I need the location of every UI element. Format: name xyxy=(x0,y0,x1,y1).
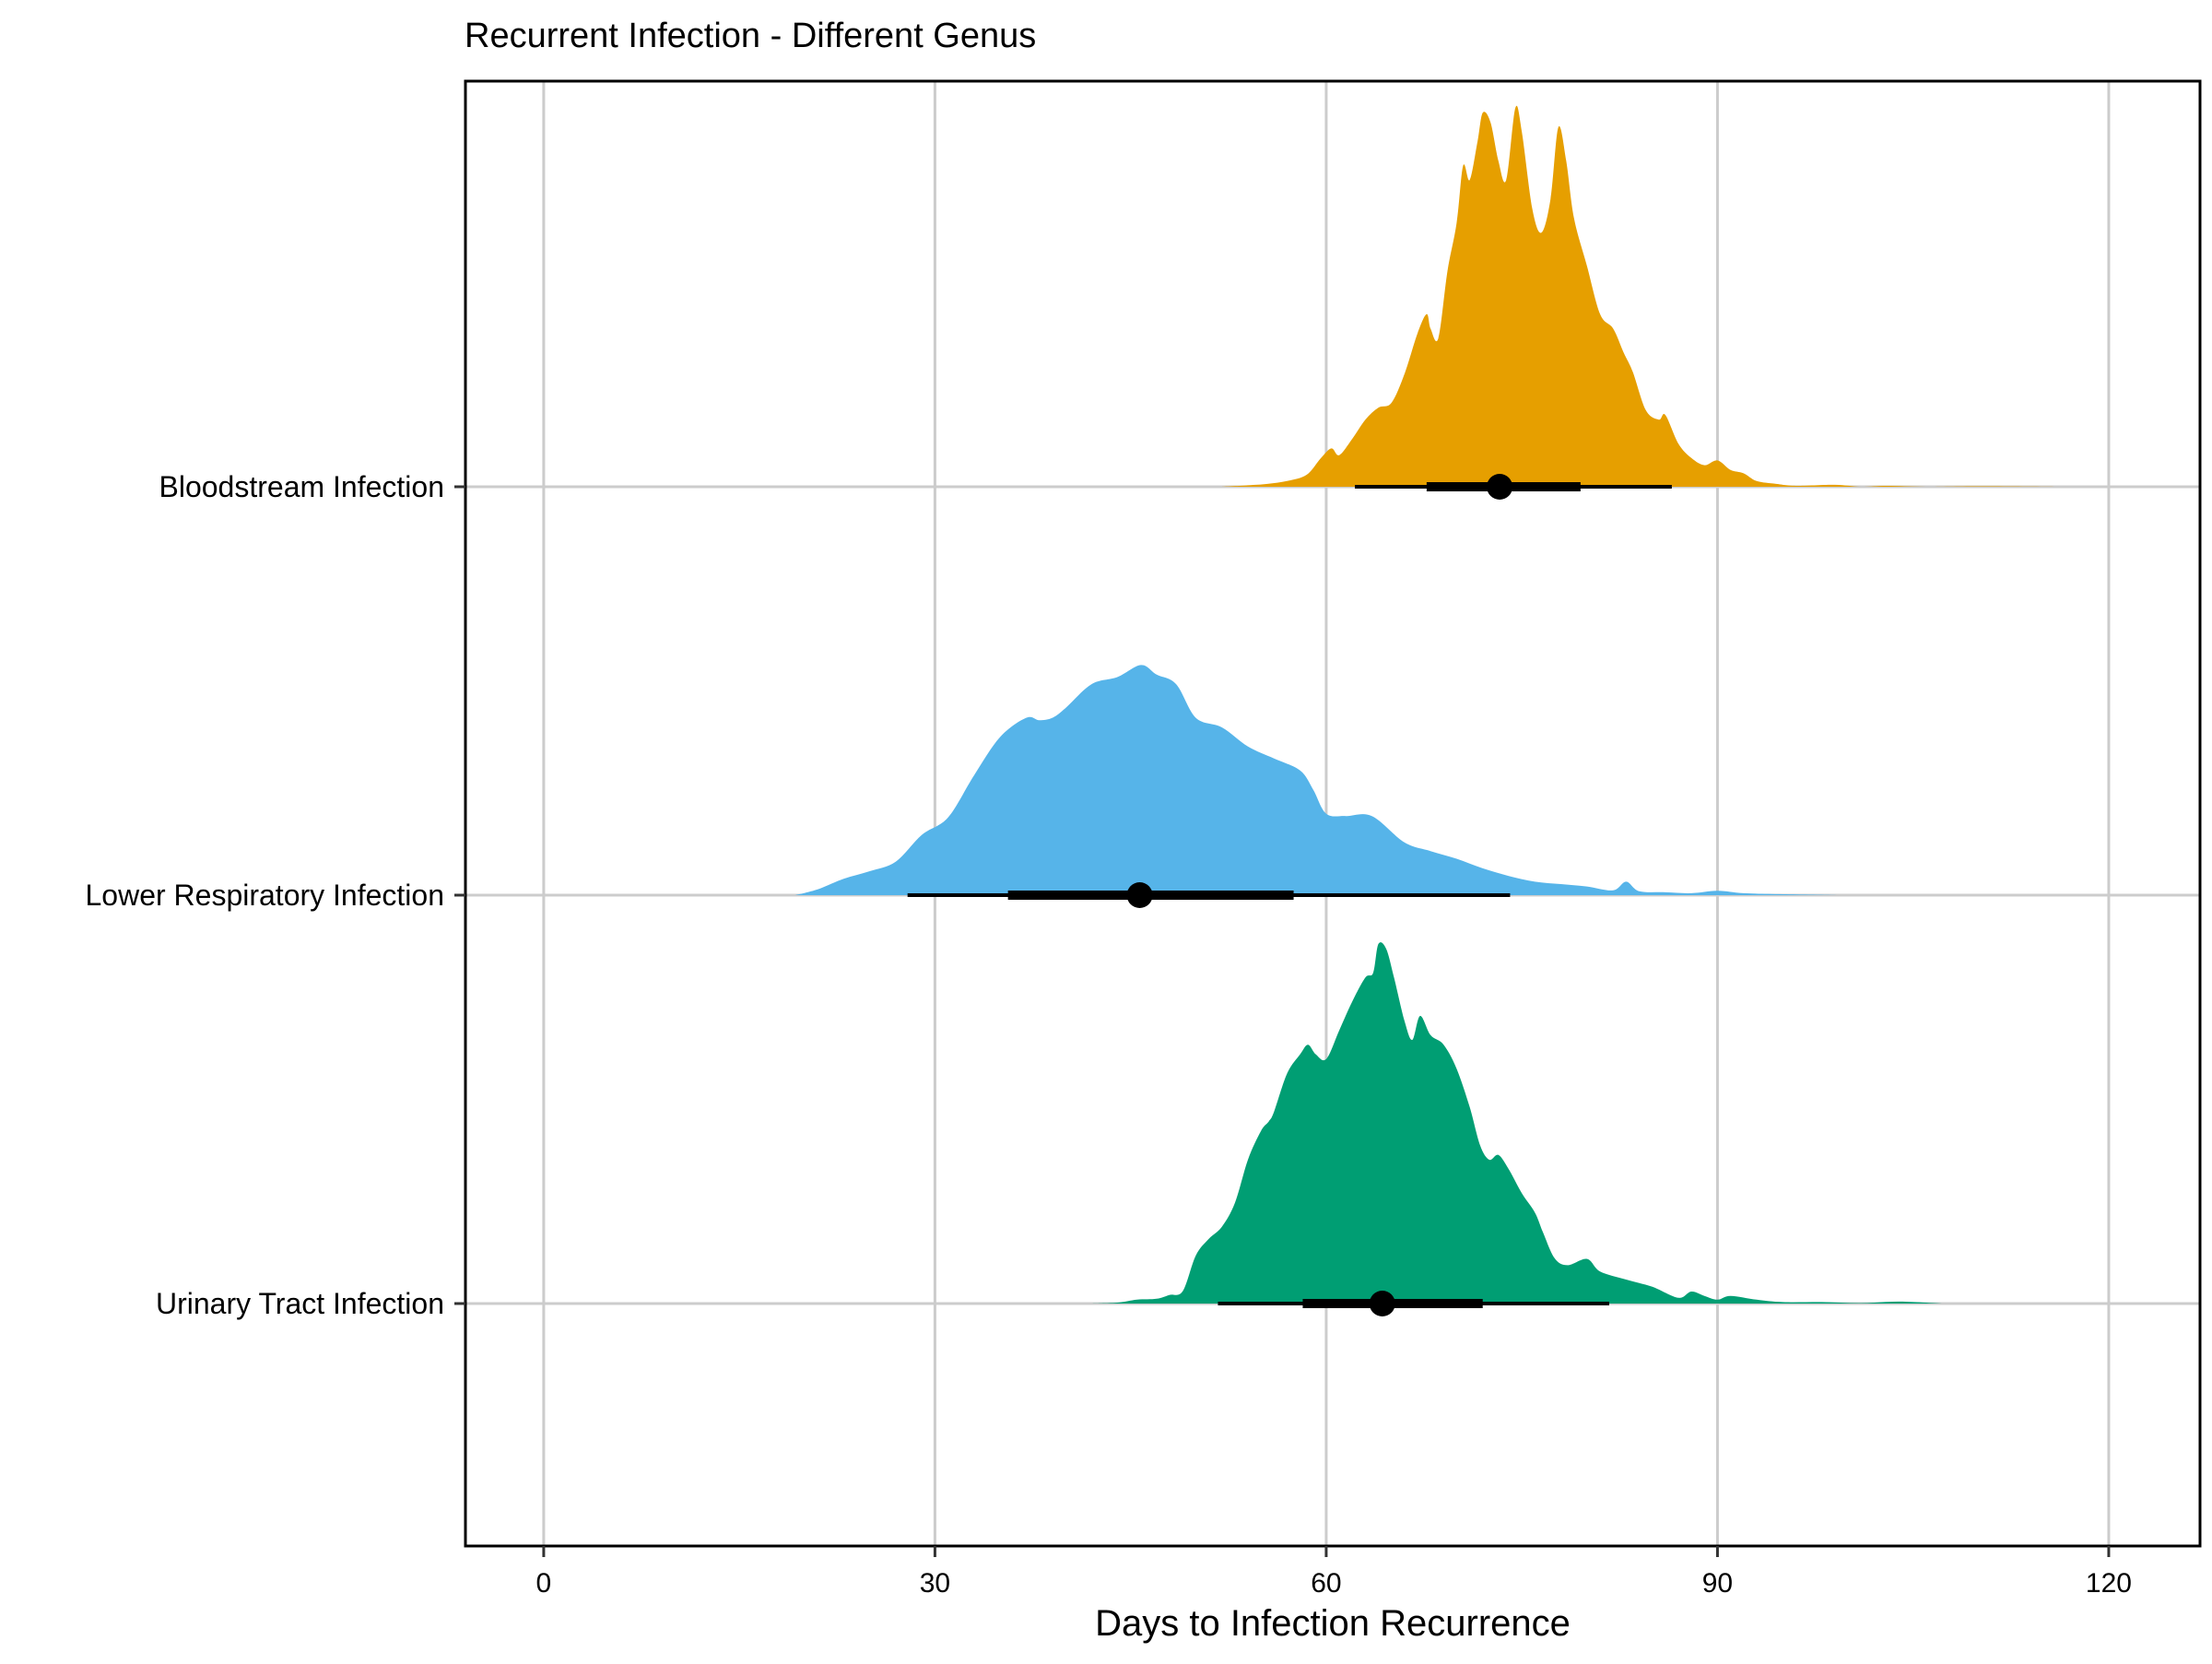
x-tick-label: 30 xyxy=(920,1568,950,1599)
x-axis-label: Days to Infection Recurrence xyxy=(1095,1603,1571,1644)
x-tick-label: 60 xyxy=(1311,1568,1341,1599)
y-tick-label: Lower Respiratory Infection xyxy=(85,879,444,912)
axis-layer: 0 30 60 90 120 Bloodstream Infection Lower Res… xyxy=(85,470,2131,1599)
y-tick-label: Bloodstream Infection xyxy=(159,470,445,503)
density-ridge-urinary-tract-infection xyxy=(1091,942,1942,1304)
point-estimate xyxy=(1126,882,1153,908)
intervals-layer xyxy=(907,474,1672,1316)
density-ridge-bloodstream-infection xyxy=(1221,105,2057,487)
chart-title: Recurrent Infection - Different Genus xyxy=(465,17,1036,55)
point-estimate xyxy=(1369,1291,1395,1316)
x-tick-label: 120 xyxy=(2086,1568,2132,1599)
plot-panel-border xyxy=(464,79,2202,1548)
grid-layer xyxy=(465,81,2200,1546)
ridges-layer xyxy=(795,105,2057,1304)
density-ridge-lower-respiratory-infection xyxy=(795,665,1839,895)
x-tick-label: 0 xyxy=(536,1568,552,1599)
point-estimate xyxy=(1487,474,1513,500)
x-tick-label: 90 xyxy=(1702,1568,1733,1599)
y-tick-label: Urinary Tract Infection xyxy=(156,1287,444,1320)
